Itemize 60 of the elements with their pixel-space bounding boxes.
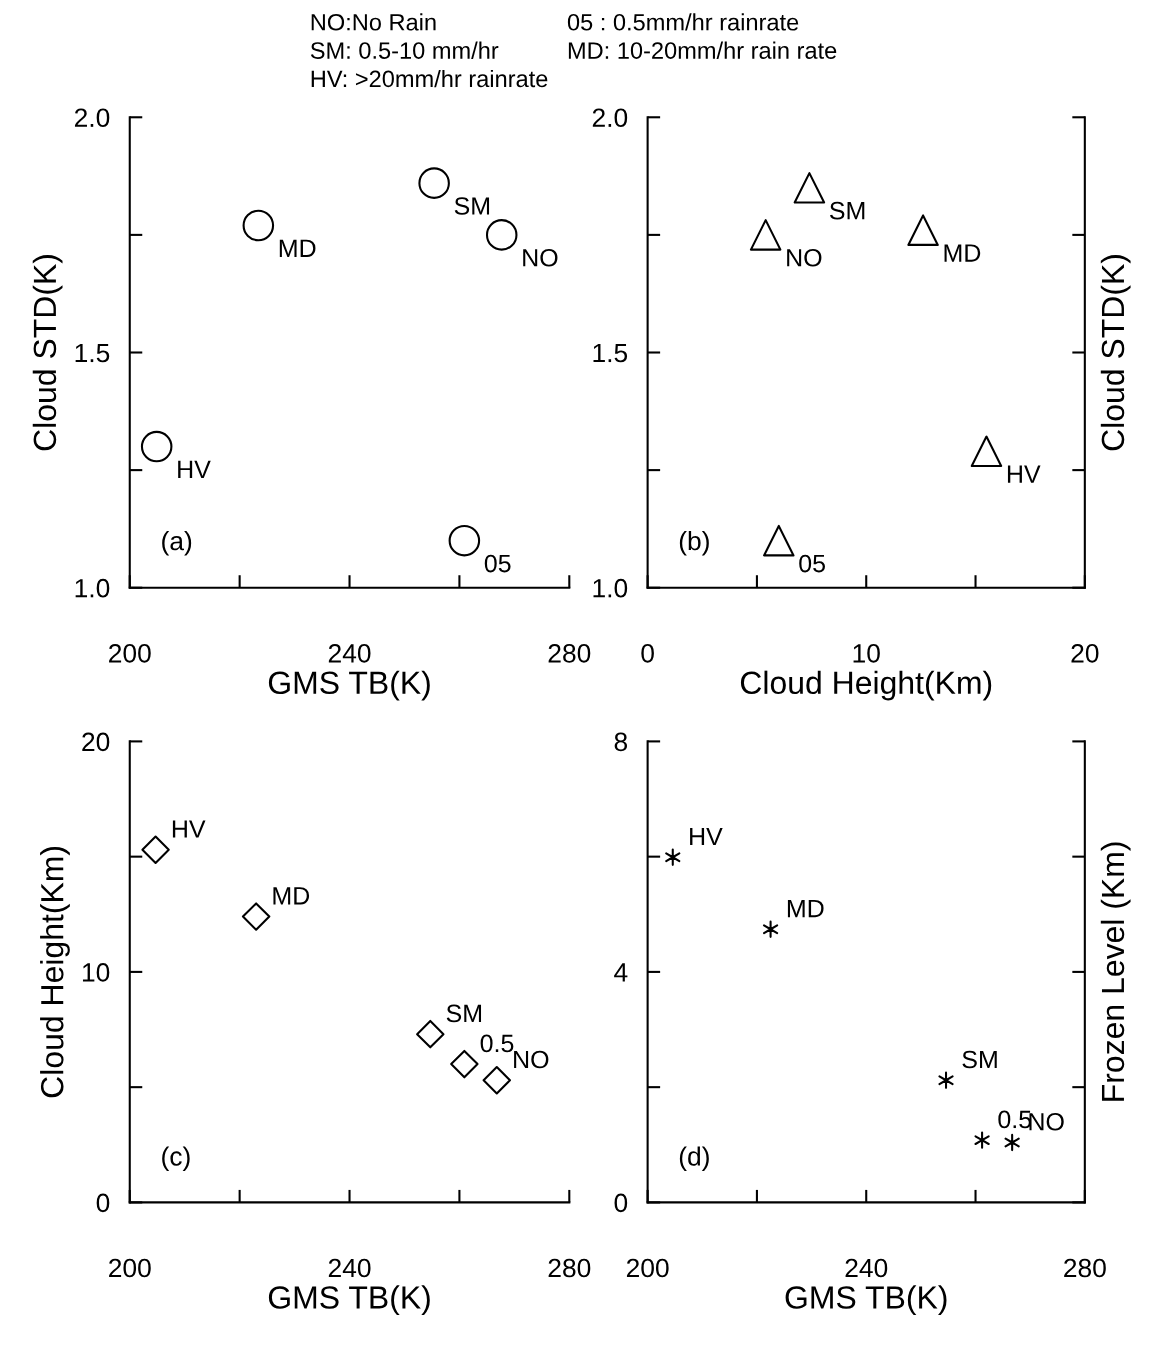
annotation: HV — [690, 827, 723, 846]
text: MD: 10-20mm/hr rain rate — [568, 41, 837, 59]
text: (d) — [679, 1146, 709, 1171]
text: SM: 0.5-10 mm/hr — [310, 41, 499, 59]
x-axis-title: GMS TB(K) — [785, 1285, 947, 1316]
annotation: MD — [279, 239, 316, 257]
y-tick-label: 1.5 — [593, 343, 628, 363]
y-axis-title: Cloud STD(K) — [32, 255, 63, 451]
x-tick-label: 200 — [109, 643, 151, 663]
annotation: SM — [962, 1050, 997, 1069]
annotation: 05 — [484, 554, 511, 573]
x-axis-title: Cloud Height(Km) — [740, 670, 992, 701]
annotation: NO — [514, 1050, 549, 1069]
text: NO:No Rain — [311, 13, 436, 31]
annotation: HV — [172, 820, 206, 838]
x-tick-label: 10 — [853, 643, 880, 663]
x-tick-label: 240 — [328, 1258, 371, 1278]
x-tick-label: 280 — [548, 1258, 591, 1278]
y2-axis-title: Frozen Level (Km) — [1100, 842, 1131, 1101]
x-axis-title: GMS TB(K) — [268, 1285, 430, 1316]
text: (b) — [679, 530, 709, 556]
annotation: NO — [523, 248, 558, 267]
annotation: HV — [178, 460, 211, 479]
y-tick-label: 0 — [614, 1193, 628, 1213]
annotation: MD — [787, 899, 824, 918]
y-tick-label: 4 — [614, 963, 628, 982]
text: (c) — [162, 1146, 190, 1171]
annotation: 05 — [799, 554, 825, 573]
x-tick-label: 20 — [1071, 643, 1099, 663]
annotation: MD — [944, 244, 981, 262]
x-tick-label: 280 — [1064, 1258, 1106, 1278]
y-tick-label: 8 — [614, 732, 628, 752]
annotation: NO — [1029, 1112, 1064, 1131]
y-tick-label: 10 — [82, 963, 110, 982]
y-tick-label: 2.0 — [74, 108, 110, 128]
y2-axis-title: Cloud STD(K) — [1100, 255, 1131, 451]
y-tick-label: 0 — [96, 1193, 110, 1213]
y-tick-label: 1.0 — [593, 578, 628, 598]
annotation: NO — [787, 248, 822, 267]
x-tick-label: 280 — [548, 643, 591, 663]
y-axis-title: Cloud Height(Km) — [40, 846, 70, 1098]
annotation: HV — [1007, 465, 1041, 483]
y-tick-label: 1.0 — [75, 578, 110, 598]
annotation: SM — [454, 197, 490, 215]
y-tick-label: 1.5 — [75, 343, 110, 363]
text: (a) — [162, 530, 192, 556]
x-tick-label: 200 — [626, 1258, 669, 1278]
x-tick-label: 240 — [845, 1258, 888, 1278]
y-tick-label: 2.0 — [592, 108, 628, 128]
y-tick-label: 20 — [82, 732, 110, 752]
annotation: SM — [829, 201, 865, 220]
annotation: MD — [273, 887, 310, 905]
text: HV: >20mm/hr rainrate — [311, 69, 548, 88]
annotation: 0.5 — [480, 1034, 514, 1053]
x-tick-label: 240 — [328, 643, 371, 663]
x-tick-label: 200 — [109, 1258, 151, 1278]
text: 05 : 0.5mm/hr rainrate — [567, 13, 799, 31]
x-tick-label: 0 — [641, 643, 654, 663]
annotation: SM — [446, 1004, 482, 1023]
x-axis-title: GMS TB(K) — [268, 670, 430, 701]
